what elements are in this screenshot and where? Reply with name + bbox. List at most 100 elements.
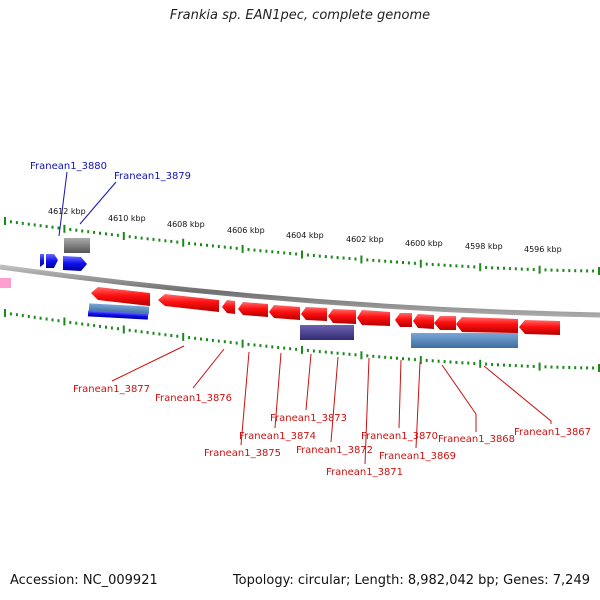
tick-minor [497,363,499,367]
gene-franean1-3871-a[interactable] [328,309,356,324]
tick-minor [206,338,208,342]
tick-minor [443,263,446,267]
tick-major [479,263,482,272]
gene-3877-blue[interactable] [87,310,149,320]
genome-summary-text: Topology: circular; Length: 8,982,042 bp… [232,573,590,588]
tick-minor [57,319,60,323]
tick-minor [526,364,529,368]
gene-label[interactable]: Franean1_3872 [296,445,373,456]
gene-label[interactable]: Franean1_3876 [155,393,232,404]
tick-minor [306,253,309,257]
gene-franean1-3875[interactable] [222,300,235,314]
forward-features [40,238,90,271]
gene-label[interactable]: Franean1_3874 [239,431,316,442]
gene-label[interactable]: Franean1_3873 [270,413,347,424]
tick-minor [295,347,298,351]
gene-label[interactable]: Franean1_3870 [361,431,438,442]
tick-minor [586,366,589,370]
tick-minor [265,249,268,253]
tick-minor [378,355,381,359]
tick-minor [390,260,393,264]
tick-minor [544,268,547,272]
tick-minor [324,255,327,259]
gene-franean1-3870[interactable] [395,313,412,327]
tick-minor [211,244,214,248]
tick-minor [229,340,232,344]
gray-feature[interactable] [64,238,90,253]
gene-franean1-3869[interactable] [413,314,434,329]
gene-label[interactable]: Franean1_3877 [73,384,150,395]
tick-minor [152,237,155,241]
tick-minor [253,343,256,347]
gene-label[interactable]: Franean1_3867 [514,427,591,438]
gene-label[interactable]: Franean1_3868 [438,434,515,445]
gene-franean1-3867-b[interactable] [519,320,560,335]
tick-minor [51,318,54,322]
tick-minor [81,229,84,233]
tick-label: 4608 kbp [167,220,205,229]
gene-franean1-3877[interactable] [91,287,150,306]
tick-minor [93,324,96,328]
tick-major [360,255,363,264]
gene-label[interactable]: Franean1_3880 [30,161,107,172]
tick-major [63,317,66,326]
gene-franean1-3879[interactable] [63,256,87,271]
gene-franean1-3876[interactable] [158,294,219,312]
gene-franean1-3873[interactable] [269,305,300,320]
tick-minor [330,255,333,259]
tick-minor [134,329,137,333]
tick-minor [283,346,286,350]
tick-minor [372,354,375,358]
gene-franean1-3880-b[interactable] [46,254,58,268]
tick-minor [407,261,410,265]
tick-label: 4610 kbp [108,214,146,223]
tick-minor [443,360,446,364]
tick-minor [271,250,274,254]
tick-minor [467,265,470,269]
tick-minor [473,265,476,269]
forward-callouts [58,171,117,237]
gene-label[interactable]: Franean1_3871 [326,467,403,478]
tick-minor [15,313,18,317]
tick-minor [372,258,375,262]
tick-minor [39,224,42,228]
pink-feature [0,278,11,288]
tick-minor [407,357,410,361]
gene-franean1-3868[interactable] [434,316,456,330]
tick-minor [247,342,250,346]
tick-minor [75,321,78,325]
tick-major [598,364,600,372]
cds-steel[interactable] [411,333,518,348]
gene-franean1-3871-b[interactable] [357,310,390,326]
tick-minor [562,365,565,369]
tick-label: 4598 kbp [465,242,503,251]
tick-minor [592,269,595,273]
tick-minor [312,254,315,257]
tick-minor [87,323,90,327]
gene-label[interactable]: Franean1_3875 [204,448,281,459]
tick-minor [283,251,286,255]
tick-minor [306,348,309,352]
tick-minor [134,235,137,239]
tick-minor [9,312,12,316]
gene-label[interactable]: Franean1_3869 [379,451,456,462]
tick-minor [574,366,577,370]
tick-minor [217,245,220,248]
tick-major [598,267,600,275]
tick-minor [200,243,202,247]
tick-minor [318,350,321,354]
gene-franean1-3872[interactable] [301,307,327,321]
cds-purple[interactable] [300,325,354,340]
reverse-callouts [111,345,552,465]
tick-minor [455,264,458,268]
gene-franean1-3874[interactable] [238,302,268,317]
tick-minor [289,251,292,255]
tick-minor [247,248,250,251]
tick-major [122,232,125,240]
tick-minor [235,246,238,250]
tick-major [4,217,6,225]
tick-minor [194,242,197,246]
gene-franean1-3867-a[interactable] [456,317,518,333]
gene-franean1-3880[interactable] [40,254,44,267]
gene-label[interactable]: Franean1_3879 [114,171,191,182]
